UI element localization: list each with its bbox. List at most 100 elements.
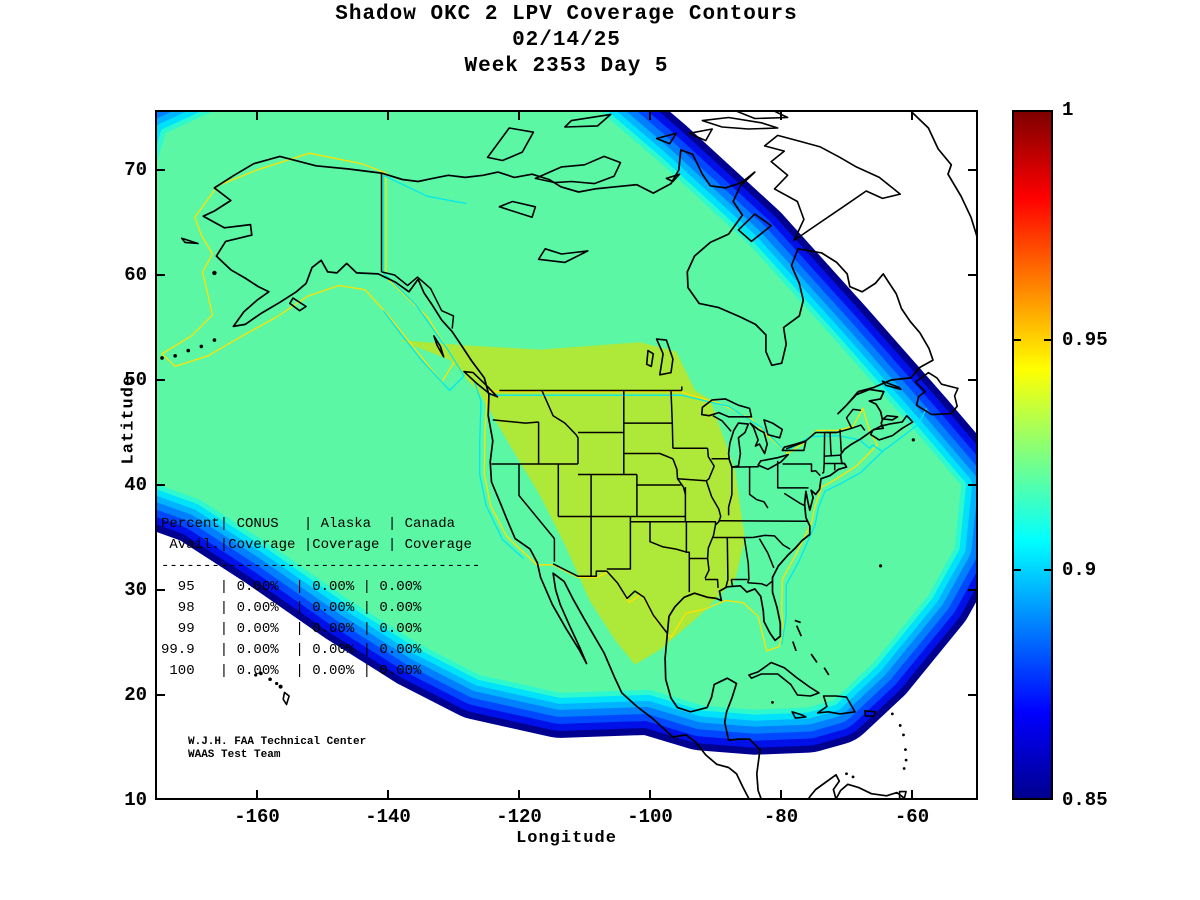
coastline-closed-20 [749, 422, 768, 455]
border-line-4 [492, 419, 539, 424]
contour-map [155, 110, 978, 800]
coastline-closed-17 [564, 113, 612, 128]
coastline-7 [823, 667, 830, 676]
coastline-closed-19 [727, 422, 750, 468]
colorbar-tick-mark [1014, 569, 1021, 571]
chart-date: 02/14/25 [512, 29, 621, 52]
coastline-closed-13 [701, 116, 779, 130]
coastline-closed-25 [645, 349, 655, 368]
island-dot-1 [199, 344, 204, 349]
border-line-28 [552, 563, 607, 578]
colorbar-tick-label: 0.85 [1062, 789, 1108, 811]
border-line-36 [743, 537, 750, 583]
border-line-3 [381, 271, 455, 329]
coastline-closed-6 [289, 297, 307, 312]
border-line-34 [752, 534, 791, 550]
island-dot-5 [212, 270, 217, 276]
colorbar-tick-mark [1014, 339, 1021, 341]
coastline-0 [202, 155, 908, 800]
border-line-21 [677, 477, 706, 482]
colorbar-tick-mark [1044, 569, 1051, 571]
colorbar-tick-mark [1044, 339, 1051, 341]
x-tick-label: -80 [763, 806, 799, 828]
border-line-8 [518, 464, 556, 562]
border-line-49 [783, 492, 806, 507]
coastline-closed-9 [534, 155, 622, 185]
border-line-58 [785, 424, 866, 450]
coastline-closed-24 [655, 338, 674, 376]
chart-title-block: Shadow OKC 2 LPV Coverage Contours 02/14… [155, 2, 978, 80]
border-line-47 [712, 415, 732, 432]
border-line-59 [845, 408, 861, 429]
border-line-29 [685, 521, 691, 593]
colorbar-tick-label: 1 [1062, 99, 1074, 121]
border-line-55 [829, 432, 833, 457]
border-line-27 [606, 570, 668, 634]
border-line-17 [623, 452, 674, 460]
island-dot-13 [890, 712, 894, 716]
border-line-45 [748, 467, 769, 509]
y-tick-label: 30 [124, 579, 147, 601]
border-line-22 [672, 458, 687, 495]
border-line-41 [705, 578, 719, 588]
y-tick-label: 10 [124, 789, 147, 811]
coastline-closed-10 [665, 173, 681, 183]
service-boundary-cyan-4 [473, 381, 525, 559]
coastline-5 [794, 619, 801, 624]
coastline-closed-33 [282, 691, 290, 706]
coastline-closed-2 [914, 371, 959, 416]
service-boundary-cyan-1 [382, 272, 465, 392]
border-line-32 [719, 519, 808, 522]
plot-area [155, 110, 978, 800]
coastline-closed-8 [486, 127, 535, 162]
island-dot-21 [771, 700, 774, 704]
coastline-closed-16 [655, 132, 677, 145]
x-tick-label: -120 [496, 806, 542, 828]
coastline-closed-12 [763, 134, 901, 242]
y-tick-label: 50 [124, 369, 147, 391]
coastline-6 [810, 653, 818, 663]
coastline-closed-1 [882, 414, 899, 421]
island-dot-9 [275, 681, 279, 686]
island-dot-3 [173, 354, 177, 358]
border-line-56 [839, 429, 843, 453]
island-dot-15 [902, 733, 905, 737]
colorbar-tick-label: 0.9 [1062, 559, 1097, 581]
border-line-38 [747, 581, 773, 587]
y-tick-label: 20 [124, 684, 147, 706]
coverage-inner-region [399, 340, 745, 665]
border-line-57 [824, 454, 842, 457]
coastline-2 [908, 110, 978, 239]
x-tick-label: -140 [365, 806, 411, 828]
coastline-closed-3 [881, 380, 902, 391]
credit-text: W.J.H. FAA Technical Center WAAS Test Te… [188, 736, 367, 761]
y-tick-label: 40 [124, 474, 147, 496]
border-line-50 [782, 463, 821, 477]
border-line-25 [649, 521, 687, 553]
coverage-table: Percent| CONUS | Alaska | Canada Avail.|… [161, 516, 481, 679]
island-dot-10 [278, 684, 283, 689]
island-dot-17 [904, 758, 908, 762]
coastline-closed-27 [537, 248, 589, 264]
x-tick-label: -60 [894, 806, 930, 828]
colorbar [1012, 110, 1053, 800]
x-tick-label: -160 [234, 806, 280, 828]
island-dot-0 [212, 338, 217, 342]
colorbar-tick-label: 0.95 [1062, 329, 1108, 351]
coastline-closed-22 [757, 453, 789, 471]
border-line-35 [758, 538, 775, 569]
island-dot-7 [259, 671, 263, 676]
border-line-42 [704, 448, 722, 579]
coastline-closed-31 [791, 711, 807, 719]
coastline-4 [795, 625, 803, 637]
coastline-closed-4 [463, 370, 499, 398]
service-boundary-cyan-2 [383, 174, 467, 205]
border-line-19 [670, 390, 674, 449]
coastline-closed-0 [869, 414, 914, 441]
island-dot-14 [898, 724, 902, 727]
island-dot-6 [254, 673, 258, 677]
coastline-closed-7 [180, 237, 199, 245]
border-line-37 [725, 537, 729, 587]
island-dot-18 [902, 767, 906, 770]
